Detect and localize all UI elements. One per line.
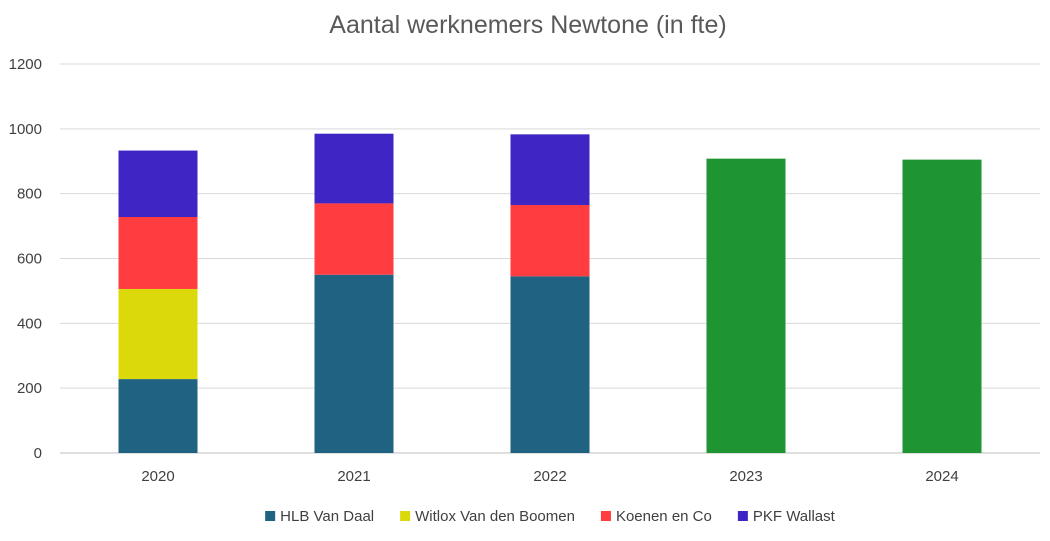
- y-tick-label: 800: [17, 186, 42, 203]
- legend-item: Witlox Van den Boomen: [400, 508, 575, 525]
- bar-segment: [510, 134, 590, 206]
- y-tick-label: 1000: [9, 121, 42, 138]
- bar-segment: [118, 379, 198, 453]
- bar-segment: [510, 205, 590, 277]
- legend-item: Koenen en Co: [600, 508, 712, 525]
- bar-segment: [706, 158, 786, 453]
- x-tick-label: 2023: [729, 468, 762, 485]
- x-tick-label: 2022: [533, 468, 566, 485]
- x-axis-ticks: 2020 2021 2022 2023 2024: [141, 468, 958, 485]
- bar-segment: [510, 276, 590, 453]
- legend-swatch: [600, 511, 611, 521]
- bar-segment: [314, 274, 394, 453]
- bar-segment: [314, 133, 394, 204]
- legend-item: PKF Wallast: [737, 508, 836, 525]
- bar-segment: [314, 203, 394, 275]
- bars: [118, 133, 982, 454]
- y-tick-label: 600: [17, 251, 42, 268]
- legend-label: Witlox Van den Boomen: [415, 508, 575, 525]
- y-tick-label: 1200: [9, 56, 42, 73]
- legend-label: HLB Van Daal: [280, 508, 374, 525]
- legend-item: HLB Van Daal: [265, 508, 374, 525]
- legend-label: PKF Wallast: [753, 508, 836, 525]
- y-axis-ticks: 0 200 400 600 800 1000 1200: [9, 56, 42, 462]
- legend: HLB Van Daal Witlox Van den Boomen Koenen …: [265, 508, 836, 525]
- chart-title: Aantal werknemers Newtone (in fte): [329, 11, 726, 39]
- legend-swatch: [737, 511, 748, 521]
- x-tick-label: 2021: [337, 468, 370, 485]
- legend-swatch: [400, 511, 411, 521]
- x-tick-label: 2024: [925, 468, 958, 485]
- bar-segment: [118, 150, 198, 218]
- bar-segment: [118, 217, 198, 289]
- bar-segment: [118, 288, 198, 380]
- legend-label: Koenen en Co: [616, 508, 712, 525]
- y-tick-label: 0: [34, 445, 42, 462]
- y-tick-label: 400: [17, 315, 42, 332]
- y-tick-label: 200: [17, 380, 42, 397]
- bar-segment: [902, 159, 982, 454]
- x-tick-label: 2020: [141, 468, 174, 485]
- legend-swatch: [265, 511, 276, 521]
